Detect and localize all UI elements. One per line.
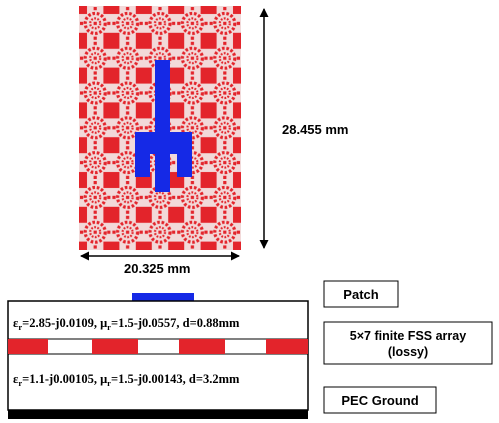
patch-antenna-shape: [135, 60, 192, 192]
fss-strip-element: [179, 339, 225, 354]
top-view: 28.455 mm 20.325 mm: [79, 6, 349, 276]
cross-section: εr=2.85-j0.0109, μr=1.5-j0.0557, d=0.88m…: [7, 293, 309, 419]
fss-label-line2: (lossy): [388, 345, 428, 359]
patch-center-foot: [155, 150, 170, 192]
fss-strip-element: [8, 339, 48, 354]
patch-label: Patch: [343, 287, 378, 302]
fss-label-line1: 5×7 finite FSS array: [350, 329, 466, 343]
lower-layer-parameters: εr=1.1-j0.00105, μr=1.5-j0.00143, d=3.2m…: [13, 372, 240, 388]
ground-label: PEC Ground: [341, 393, 418, 408]
pec-ground-plane: [8, 410, 308, 419]
ground-label-box: [323, 386, 437, 414]
legend-labels: Patch 5×7 finite FSS array (lossy) PEC G…: [323, 280, 493, 414]
fss-strip-element: [92, 339, 138, 354]
patch-layer: [132, 293, 194, 301]
fss-strip-element: [266, 339, 308, 354]
fss-label-box: [323, 321, 493, 365]
upper-layer-parameters: εr=2.85-j0.0109, μr=1.5-j0.0557, d=0.88m…: [13, 316, 240, 332]
height-dimension-label: 28.455 mm: [282, 122, 349, 137]
patch-right-leg: [177, 132, 192, 177]
patch-left-leg: [135, 132, 150, 177]
patch-label-box: [323, 280, 399, 308]
width-dimension-label: 20.325 mm: [124, 261, 191, 276]
fss-layer-strip: [7, 338, 309, 355]
